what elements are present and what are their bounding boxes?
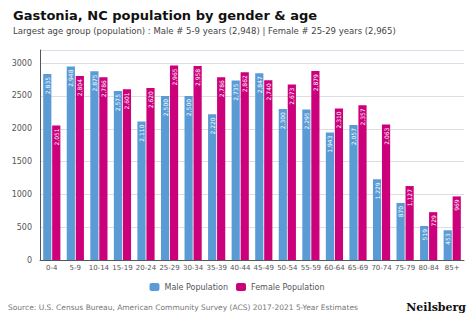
svg-text:2,740: 2,740 bbox=[265, 83, 272, 100]
svg-text:2,786: 2,786 bbox=[218, 80, 225, 97]
svg-text:Gastonia, NC population by gen: Gastonia, NC population by gender & age bbox=[13, 8, 317, 23]
svg-text:15-19: 15-19 bbox=[112, 264, 132, 272]
svg-text:2,500: 2,500 bbox=[185, 99, 192, 116]
svg-text:2,575: 2,575 bbox=[114, 94, 121, 111]
svg-text:729: 729 bbox=[430, 215, 437, 227]
svg-text:2500: 2500 bbox=[12, 91, 32, 100]
svg-text:Largest age group (population): Largest age group (population) : Male # … bbox=[13, 26, 396, 36]
svg-text:2,295: 2,295 bbox=[303, 112, 310, 129]
svg-text:85+: 85+ bbox=[445, 264, 460, 272]
svg-text:2000: 2000 bbox=[12, 124, 32, 133]
svg-text:2,300: 2,300 bbox=[279, 112, 286, 129]
svg-text:2,063: 2,063 bbox=[383, 127, 390, 144]
svg-text:80-84: 80-84 bbox=[418, 264, 439, 272]
svg-text:2,357: 2,357 bbox=[359, 108, 366, 125]
svg-text:10-14: 10-14 bbox=[89, 264, 110, 272]
svg-text:70-74: 70-74 bbox=[371, 264, 392, 272]
svg-text:Neilsberg: Neilsberg bbox=[406, 301, 466, 314]
svg-text:1,943: 1,943 bbox=[326, 135, 333, 152]
svg-text:969: 969 bbox=[453, 199, 460, 211]
svg-text:1000: 1000 bbox=[12, 190, 32, 199]
svg-text:45-49: 45-49 bbox=[254, 264, 274, 272]
svg-text:2,786: 2,786 bbox=[100, 80, 107, 97]
svg-text:500: 500 bbox=[17, 223, 32, 232]
svg-text:2,057: 2,057 bbox=[350, 128, 357, 145]
svg-text:0: 0 bbox=[27, 256, 32, 265]
svg-text:2,110: 2,110 bbox=[138, 124, 145, 141]
svg-text:2,673: 2,673 bbox=[288, 87, 295, 104]
svg-text:2,500: 2,500 bbox=[162, 99, 169, 116]
svg-text:2,847: 2,847 bbox=[256, 76, 263, 93]
svg-text:519: 519 bbox=[421, 229, 428, 241]
svg-text:Female Population: Female Population bbox=[251, 283, 325, 292]
svg-text:2,958: 2,958 bbox=[194, 69, 201, 86]
svg-text:30-34: 30-34 bbox=[183, 264, 204, 272]
svg-text:Male Population: Male Population bbox=[164, 283, 228, 292]
svg-text:20-24: 20-24 bbox=[136, 264, 157, 272]
svg-text:2,879: 2,879 bbox=[312, 74, 319, 91]
svg-text:25-29: 25-29 bbox=[159, 264, 179, 272]
svg-text:453: 453 bbox=[444, 233, 451, 245]
svg-text:2,804: 2,804 bbox=[76, 79, 83, 96]
svg-text:60-64: 60-64 bbox=[324, 264, 345, 272]
svg-text:40-44: 40-44 bbox=[230, 264, 251, 272]
svg-text:2,948: 2,948 bbox=[67, 69, 74, 86]
svg-text:1500: 1500 bbox=[12, 157, 32, 166]
svg-text:2,601: 2,601 bbox=[123, 92, 130, 109]
svg-text:65-69: 65-69 bbox=[348, 264, 368, 272]
svg-text:Source: U.S. Census Bureau, Am: Source: U.S. Census Bureau, American Com… bbox=[8, 303, 358, 312]
svg-text:2,875: 2,875 bbox=[91, 74, 98, 91]
svg-text:1,127: 1,127 bbox=[406, 189, 413, 206]
svg-text:1,229: 1,229 bbox=[374, 182, 381, 199]
svg-text:2,051: 2,051 bbox=[53, 128, 60, 145]
svg-text:75-79: 75-79 bbox=[395, 264, 415, 272]
svg-text:35-39: 35-39 bbox=[206, 264, 226, 272]
svg-text:2,735: 2,735 bbox=[232, 83, 239, 100]
svg-text:5-9: 5-9 bbox=[70, 264, 81, 272]
svg-text:2,620: 2,620 bbox=[147, 91, 154, 108]
svg-text:2,862: 2,862 bbox=[241, 75, 248, 92]
svg-text:2,220: 2,220 bbox=[209, 117, 216, 134]
svg-text:2,965: 2,965 bbox=[171, 68, 178, 85]
svg-text:0-4: 0-4 bbox=[46, 264, 58, 272]
svg-text:55-59: 55-59 bbox=[301, 264, 321, 272]
svg-text:3000: 3000 bbox=[12, 59, 32, 68]
svg-text:870: 870 bbox=[397, 206, 404, 218]
svg-text:2,310: 2,310 bbox=[335, 111, 342, 128]
svg-text:50-54: 50-54 bbox=[277, 264, 298, 272]
svg-text:2,835: 2,835 bbox=[44, 77, 51, 94]
